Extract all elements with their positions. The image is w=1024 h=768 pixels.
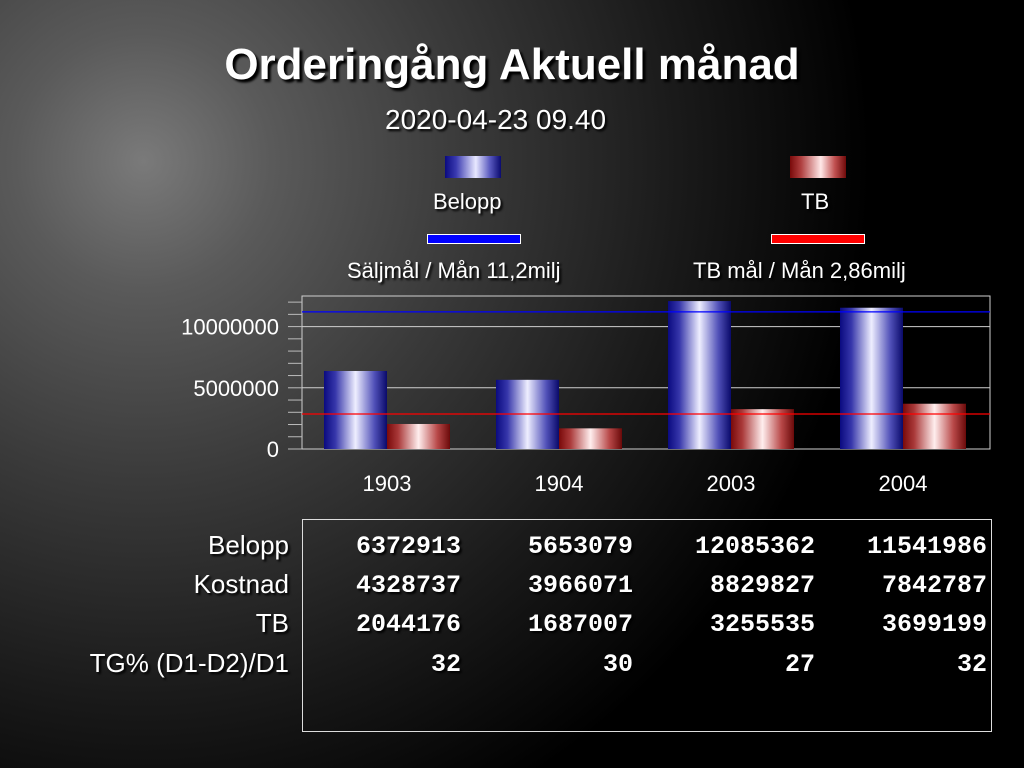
x-tick-label: 2003 (707, 471, 756, 496)
table-cell: 7842787 (881, 571, 987, 600)
table-cell: 4328737 (355, 571, 461, 600)
legend-label-tbmal: TB mål / Mån 2,86milj (693, 258, 906, 283)
legend-swatch-tb (790, 156, 846, 178)
legend-swatch-belopp (445, 156, 501, 178)
table-cell: 11541986 (866, 532, 987, 561)
legend-line-tbmal (771, 234, 865, 244)
table-cell: 2044176 (355, 610, 461, 639)
bar-chart: 0 5000000 10000000 1903 1904 2003 2004 (181, 295, 991, 496)
table-cell: 3699199 (881, 610, 987, 639)
table-cell: 3255535 (709, 610, 815, 639)
table-cell: 5653079 (527, 532, 633, 561)
chart-title: Orderingång Aktuell månad (224, 40, 800, 89)
table-cell: 30 (602, 650, 633, 679)
table-cell: 27 (784, 650, 815, 679)
y-tick-label: 5000000 (193, 376, 279, 401)
bar-belopp (668, 301, 731, 449)
legend-label-belopp: Belopp (433, 189, 502, 214)
data-table-frame (302, 519, 992, 732)
legend-label-tb: TB (801, 189, 830, 214)
timestamp: 2020-04-23 09.40 (385, 104, 607, 135)
table-cell: 1687007 (527, 610, 633, 639)
table-cell: 32 (430, 650, 461, 679)
bar-tb (559, 428, 622, 449)
bar-tb (387, 423, 450, 449)
x-tick-label: 1903 (363, 471, 412, 496)
table-cell: 12085362 (694, 532, 815, 561)
table-cell: 6372913 (355, 532, 461, 561)
bar-tb (903, 403, 966, 449)
bar-belopp (840, 307, 903, 449)
legend-label-saljmal: Säljmål / Mån 11,2milj (347, 258, 561, 283)
bar-tb (731, 409, 794, 449)
x-tick-label: 1904 (535, 471, 584, 496)
y-tick-label: 0 (267, 437, 279, 462)
table-cell: 3966071 (527, 571, 633, 600)
bar-belopp (324, 370, 387, 449)
table-row-label: Belopp (208, 530, 289, 560)
table-row-label: TG% (D1-D2)/D1 (89, 648, 289, 678)
table-cell: 32 (956, 650, 987, 679)
table-cell: 8829827 (709, 571, 815, 600)
legend-line-saljmal (427, 234, 521, 244)
x-tick-label: 2004 (879, 471, 928, 496)
table-row-label: Kostnad (193, 569, 289, 599)
y-tick-label: 10000000 (181, 315, 279, 340)
table-row-label: TB (255, 608, 289, 638)
